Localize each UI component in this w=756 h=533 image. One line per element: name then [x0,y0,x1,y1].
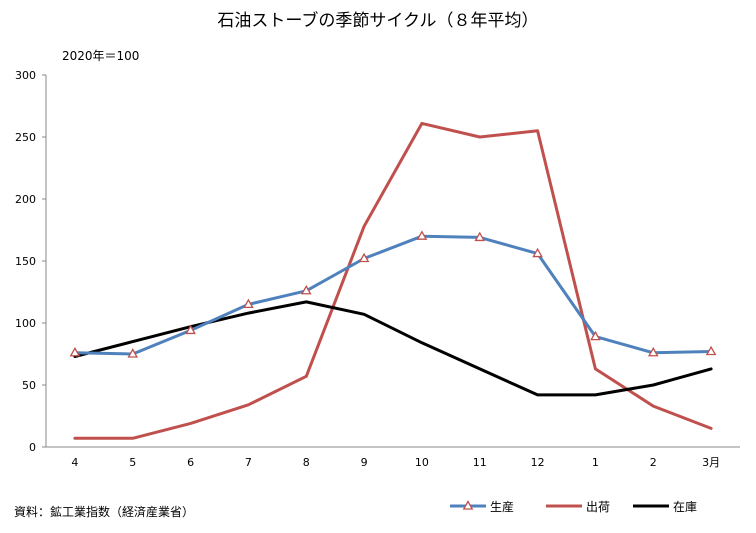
y-tick-label: 250 [15,131,36,144]
x-tick-label: 10 [415,456,429,469]
y-tick-label: 100 [15,317,36,330]
x-tick-label: 8 [303,456,310,469]
data-point-marker [127,348,139,358]
legend: 生産 出荷 在庫 [450,499,697,514]
x-tick-label: 2 [650,456,657,469]
data-point-marker [647,346,659,357]
data-point-marker [69,346,81,357]
x-tick-label: 5 [129,456,136,469]
y-axis-ticks: 0 50 100 150 200 250 300 [15,69,46,454]
x-tick-label: 4 [71,456,78,469]
legend-label: 出荷 [586,500,610,514]
y-tick-label: 200 [15,193,36,206]
data-point-marker [243,298,254,309]
data-point-marker [185,324,196,335]
legend-item: 在庫 [633,500,697,514]
series-line-0 [73,234,713,356]
x-tick-label: 1 [592,456,599,469]
legend-item: 出荷 [546,500,610,514]
chart-title: 石油ストーブの季節サイクル（８年平均） [217,10,538,31]
legend-item: 生産 [450,499,514,514]
unit-note: 2020年＝100 [62,49,139,63]
x-tick-label: 12 [531,456,545,469]
y-tick-label: 0 [29,441,36,454]
x-tick-label: 7 [245,456,252,469]
y-tick-label: 50 [22,379,36,392]
x-tick-label: 9 [361,456,368,469]
data-point-marker [532,247,543,258]
data-point-marker [474,231,486,242]
data-point-marker [590,330,601,341]
y-tick-label: 150 [15,255,36,268]
x-axis-ticks: 4 5 6 7 8 9 10 11 12 1 2 3月 [71,456,720,469]
series-line-1 [73,121,713,440]
series-line-2 [73,300,713,397]
legend-label: 在庫 [673,500,697,514]
y-tick-label: 300 [15,69,36,82]
source-note: 資料：鉱工業指数（経済産業省） [14,504,194,519]
x-tick-label: 6 [187,456,194,469]
data-point-marker [705,345,717,356]
data-point-marker [300,284,312,295]
legend-marker [462,500,474,510]
data-point-marker [416,230,428,240]
series-layer [69,121,717,440]
legend-label: 生産 [490,499,514,514]
x-tick-label: 3月 [702,456,720,469]
data-point-marker [358,252,370,263]
x-tick-label: 11 [473,456,487,469]
